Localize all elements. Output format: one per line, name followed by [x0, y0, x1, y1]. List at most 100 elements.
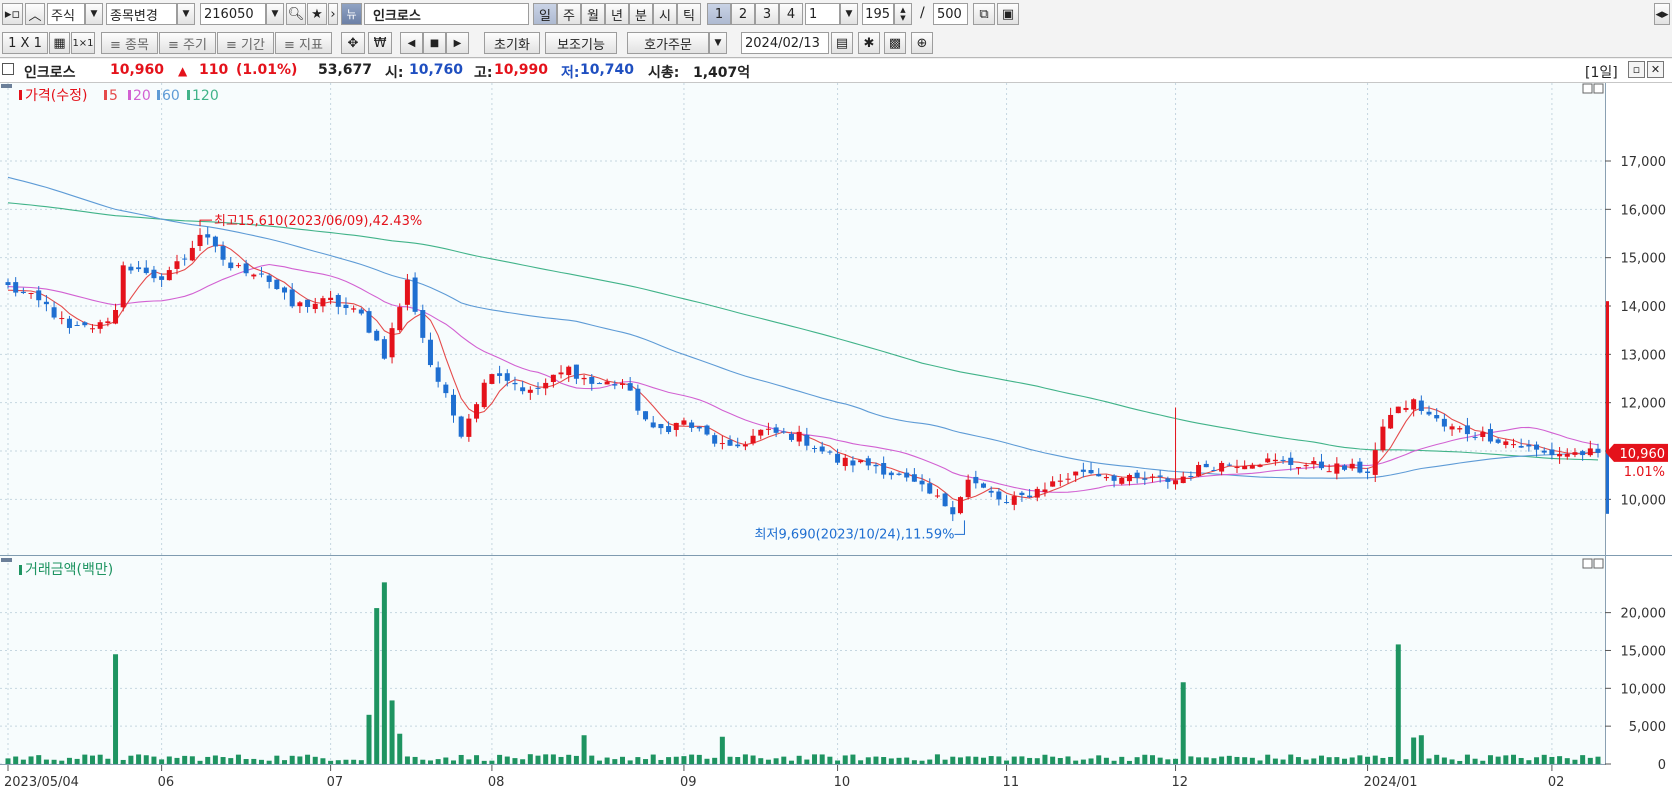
header-volume: 53,677 — [318, 62, 373, 78]
volume-bar — [1541, 754, 1547, 764]
candle-body — [1219, 462, 1225, 472]
change-item-dropdown-icon[interactable]: ▼ — [177, 3, 195, 25]
volume-bar — [28, 756, 34, 764]
expand-arrows-icon[interactable]: ◂▸ — [1654, 3, 1670, 25]
market-dropdown-icon[interactable]: ▼ — [85, 3, 103, 25]
save-icon[interactable]: ▣ — [997, 3, 1019, 25]
next-play-icon[interactable]: ▶ — [446, 32, 469, 54]
period-minute-button[interactable]: 분 — [629, 3, 653, 25]
candle-body — [497, 373, 503, 376]
interval-dropdown-icon[interactable]: ▼ — [840, 3, 858, 25]
legend-volume: 거래금액(백만) — [25, 562, 113, 578]
period-tick-button[interactable]: 틱 — [677, 3, 701, 25]
close-icon[interactable]: ✕ — [1647, 61, 1664, 78]
market-select[interactable]: 주식 — [47, 3, 85, 25]
volume-bar — [1134, 757, 1140, 764]
candle-body — [427, 339, 433, 366]
toggle-item-button[interactable]: ≡ 종목 — [101, 32, 158, 54]
volume-bar — [205, 756, 211, 764]
layout-small-button[interactable]: 1×1 — [71, 32, 95, 54]
interval-input[interactable]: 1 — [805, 3, 840, 25]
toggle-indicator-button[interactable]: ≡ 지표 — [275, 32, 332, 54]
new-window-icon[interactable]: ⧉ — [973, 3, 995, 25]
bar-count-stepper-icon[interactable]: ▲ ▼ — [894, 3, 912, 25]
bar-count-input[interactable]: 195 — [862, 3, 894, 25]
settings-gear-icon[interactable]: ✱ — [858, 32, 880, 54]
maximize-icon[interactable]: ▫ — [1628, 61, 1645, 78]
candle-body — [451, 394, 457, 416]
chevron-up-icon[interactable]: ︿ — [25, 3, 45, 25]
move-cross-icon[interactable]: ✥ — [341, 32, 365, 54]
low-annotation-label: 최저9,690(2023/10/24),11.59% — [755, 527, 955, 542]
aux-function-button[interactable]: 보조기능 — [545, 32, 617, 54]
order-dropdown-icon[interactable]: ▼ — [709, 32, 727, 54]
candle-body — [1126, 475, 1132, 482]
toggle-period-button[interactable]: ≡ 주기 — [159, 32, 216, 54]
volume-bar — [911, 760, 917, 764]
volume-bar — [773, 758, 779, 764]
candle-body — [189, 247, 195, 261]
search-icon[interactable]: 🔍︎ — [286, 3, 306, 25]
date-input[interactable]: 2024/02/13 — [741, 32, 829, 54]
panel-toggle-button[interactable]: ▸▫ — [2, 3, 23, 25]
candle-body — [988, 490, 994, 493]
chart-config-icon[interactable]: ▩ — [884, 32, 906, 54]
period-day-button[interactable]: 일 — [533, 3, 557, 25]
volume-bar — [1111, 760, 1117, 764]
code-dropdown-icon[interactable]: ▼ — [266, 3, 284, 25]
calendar-icon[interactable]: ▤ — [831, 32, 853, 54]
candle-body — [635, 388, 641, 411]
candle-body — [1549, 449, 1555, 455]
price-volume-chart[interactable]: 10,00011,00012,00013,00014,00015,00016,0… — [0, 83, 1672, 793]
volume-bar — [919, 760, 925, 764]
news-icon[interactable]: 뉴 — [341, 3, 362, 25]
reset-button[interactable]: 초기화 — [484, 32, 540, 54]
interval-2-button[interactable]: 2 — [731, 3, 755, 25]
interval-1-button[interactable]: 1 — [707, 3, 731, 25]
zoom-icon[interactable]: ⊕ — [911, 32, 933, 54]
chart-annotations: 최고15,610(2023/06/09),42.43% 최저9,690(2023/… — [199, 214, 965, 542]
candle-body — [1157, 475, 1163, 477]
favorite-star-icon[interactable]: ★ — [307, 3, 327, 25]
price-plot-area — [0, 83, 1605, 555]
select-checkbox[interactable] — [2, 63, 14, 75]
prev-play-icon[interactable]: ◀ — [400, 32, 423, 54]
period-hour-button[interactable]: 시 — [653, 3, 677, 25]
date-tick-label: 11 — [1003, 775, 1020, 790]
volume-bar — [128, 755, 134, 764]
period-week-button[interactable]: 주 — [557, 3, 581, 25]
stop-icon[interactable]: ■ — [423, 32, 446, 54]
stock-code-input[interactable]: 216050 — [200, 3, 266, 25]
candle-body — [82, 322, 88, 326]
volume-bar — [258, 759, 264, 764]
currency-won-icon[interactable]: ₩ — [368, 32, 392, 54]
candle-body — [420, 310, 426, 338]
interval-3-button[interactable]: 3 — [755, 3, 779, 25]
next-arrow-icon[interactable]: › — [328, 3, 338, 25]
candle-body — [1587, 448, 1593, 456]
pane-close-icon[interactable] — [1593, 83, 1604, 94]
volume-bar — [581, 735, 587, 764]
interval-4-button[interactable]: 4 — [779, 3, 803, 25]
candle-body — [1057, 480, 1063, 482]
volume-bar — [1042, 754, 1048, 764]
change-item-select[interactable]: 종목변경 — [106, 3, 177, 25]
pane-restore-icon[interactable] — [1582, 83, 1593, 94]
volume-bar — [159, 759, 165, 764]
toggle-range-button[interactable]: ≡ 기간 — [217, 32, 274, 54]
grid-layout-icon[interactable]: ▦ — [49, 32, 70, 54]
candle-body — [258, 273, 264, 275]
candle-body — [1272, 459, 1278, 462]
period-year-button[interactable]: 년 — [605, 3, 629, 25]
layout-button[interactable]: 1 X 1 — [2, 32, 48, 54]
stock-summary-header: 인크로스 10,960 ▲ 110 (1.01%) 53,677 시: 10,7… — [0, 59, 1672, 83]
order-button[interactable]: 호가주문 — [627, 32, 709, 54]
period-month-button[interactable]: 월 — [581, 3, 605, 25]
candle-body — [1380, 426, 1386, 451]
volume-pane-restore-icon[interactable] — [1582, 558, 1593, 569]
volume-pane-close-icon[interactable] — [1593, 558, 1604, 569]
volume-bar — [497, 754, 503, 764]
volume-bar — [1487, 755, 1493, 764]
volume-bar — [1549, 756, 1555, 764]
max-count-input[interactable]: 500 — [933, 3, 968, 25]
